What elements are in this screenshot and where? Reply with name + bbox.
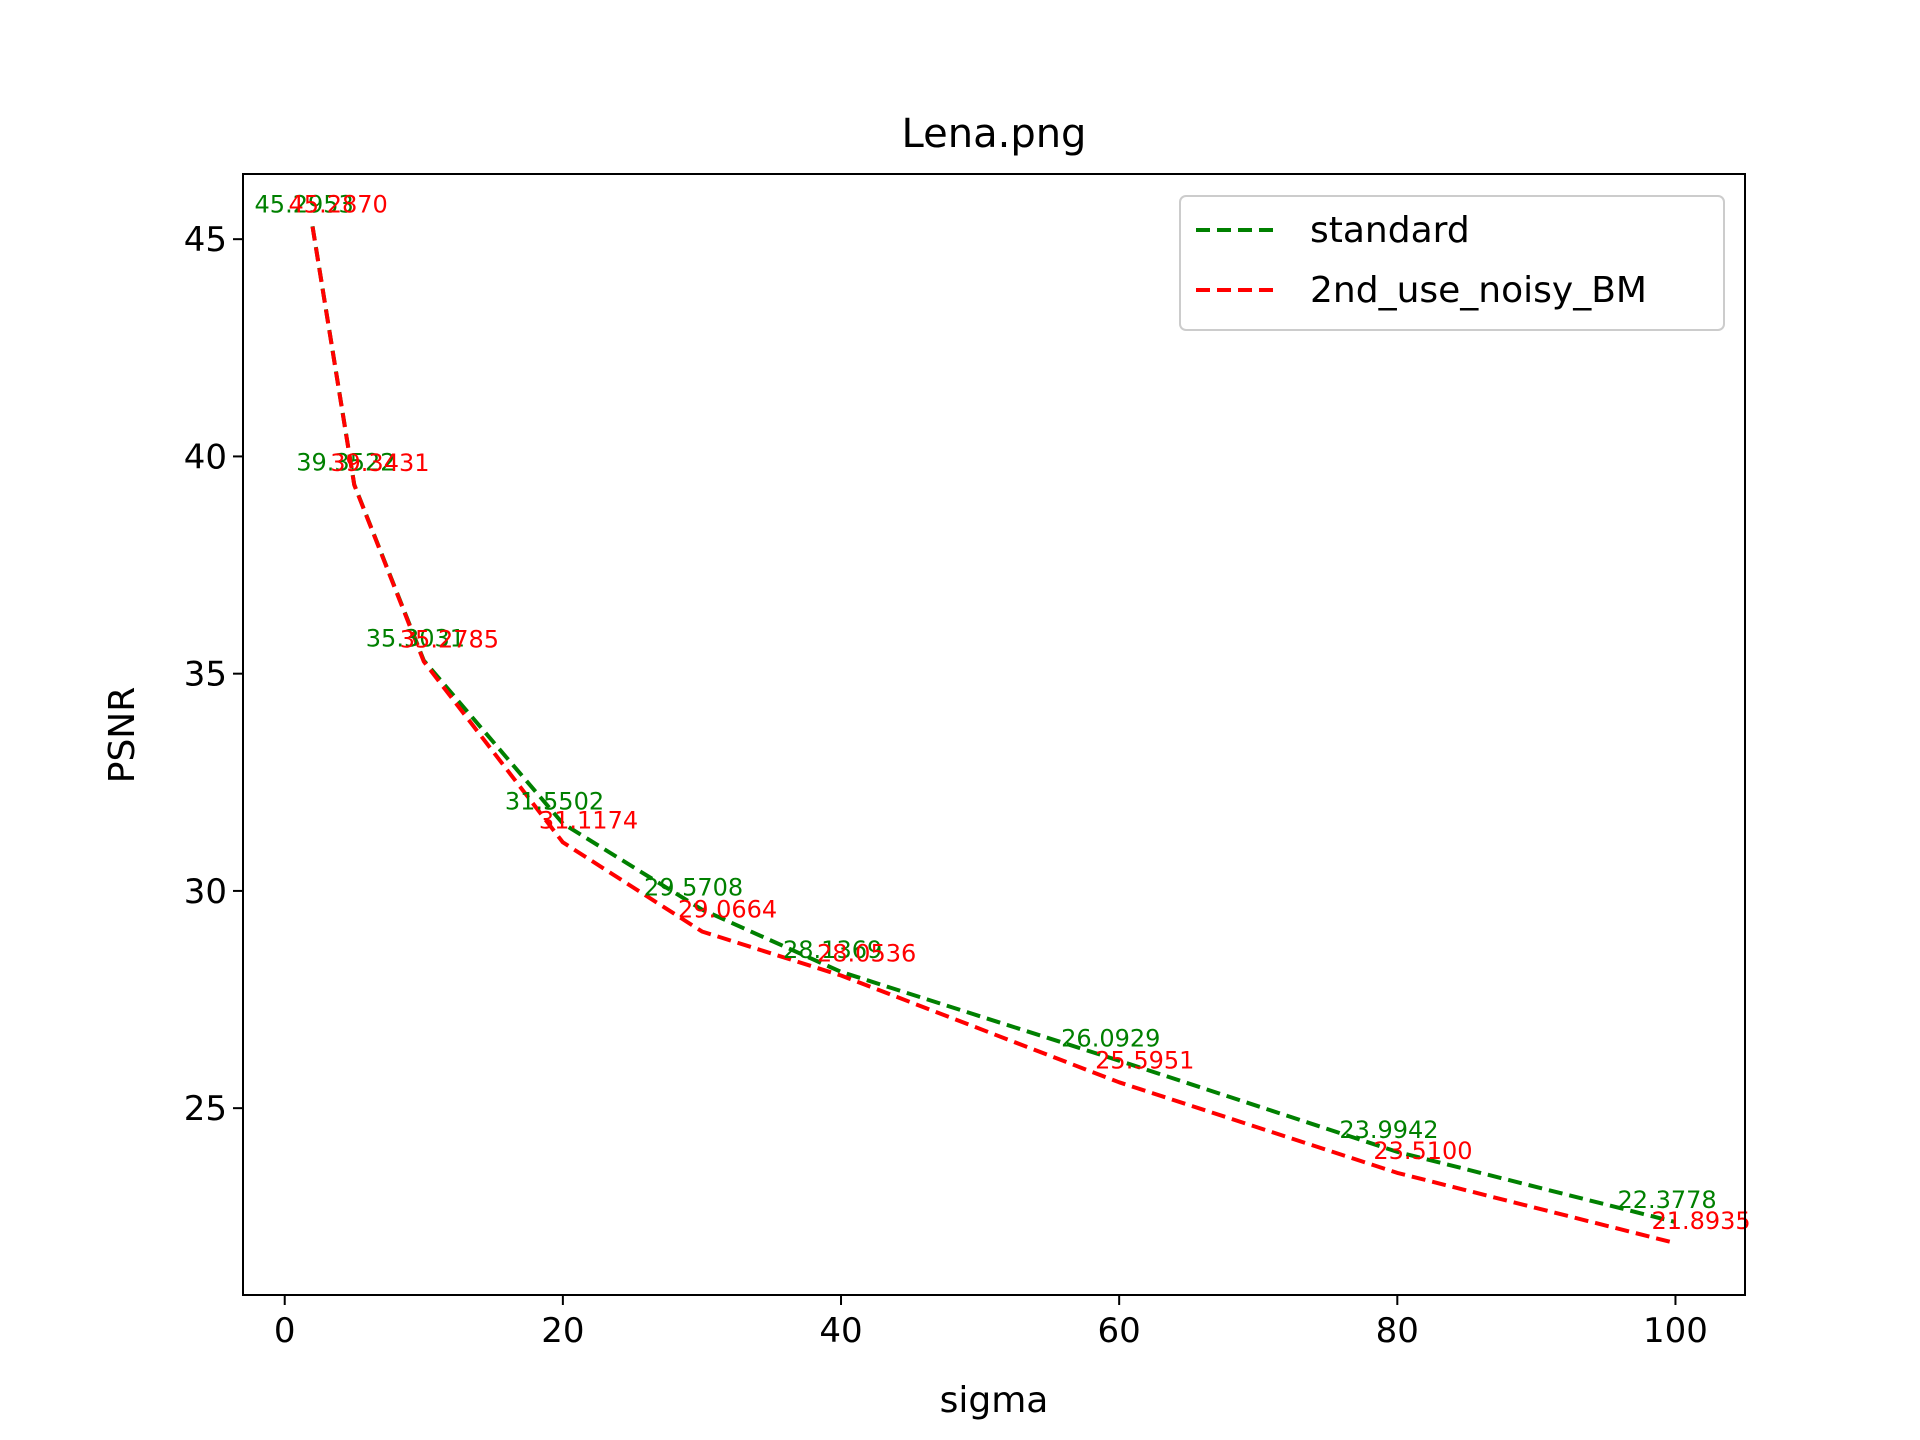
data-label-standard: 22.3778: [1617, 1186, 1716, 1214]
data-label-2nd-use-noisy-bm: 28.0536: [817, 939, 916, 967]
data-label-2nd-use-noisy-bm: 23.5100: [1373, 1137, 1472, 1165]
y-tick-label: 35: [184, 655, 227, 695]
data-label-standard: 26.0929: [1061, 1025, 1160, 1053]
x-tick-label: 60: [1098, 1311, 1141, 1351]
data-label-standard: 29.5708: [644, 874, 743, 902]
legend: standard 2nd_use_noisy_BM: [1179, 195, 1725, 331]
y-axis-title: PSNR: [102, 687, 143, 784]
data-label-standard: 39.3522: [296, 449, 395, 477]
x-tick-label: 80: [1376, 1311, 1419, 1351]
data-label-2nd-use-noisy-bm: 45.2870: [289, 191, 388, 219]
data-label-2nd-use-noisy-bm: 31.1174: [539, 806, 638, 834]
y-tick-label: 40: [184, 437, 227, 477]
series-line-2nd-use-noisy-bm: [310, 226, 1676, 1246]
axes: 0 20 40 60 80 100 25 30 35 40 45: [184, 220, 1708, 1351]
data-label-standard: 28.1369: [783, 936, 882, 964]
data-label-standard: 31.5502: [505, 788, 604, 816]
y-tick-label: 25: [184, 1089, 227, 1129]
legend-label: standard: [1310, 210, 1470, 251]
x-axis-title: sigma: [940, 1380, 1049, 1421]
data-label-2nd-use-noisy-bm: 25.5951: [1095, 1046, 1194, 1074]
y-tick-label: 30: [184, 872, 227, 912]
x-tick-label: 40: [819, 1311, 862, 1351]
plot-area: 45.2953 39.3522 35.3031 31.5502 29.5708 28.13…: [255, 190, 1751, 1246]
x-tick-label: 0: [274, 1311, 296, 1351]
y-tick-label: 45: [184, 220, 227, 260]
data-label-2nd-use-noisy-bm: 21.8935: [1651, 1207, 1750, 1235]
data-label-2nd-use-noisy-bm: 39.3431: [330, 449, 429, 477]
data-label-standard: 45.2953: [255, 190, 354, 218]
data-label-2nd-use-noisy-bm: 35.2785: [400, 626, 499, 654]
x-tick-label: 100: [1643, 1311, 1708, 1351]
legend-box: [1179, 195, 1725, 331]
legend-label: 2nd_use_noisy_BM: [1310, 270, 1647, 311]
axes-frame: [242, 173, 1746, 1296]
data-label-standard: 35.3031: [366, 625, 465, 653]
data-label-2nd-use-noisy-bm: 29.0664: [678, 895, 777, 923]
x-tick-label: 20: [541, 1311, 584, 1351]
data-label-standard: 23.9942: [1339, 1116, 1438, 1144]
chart-title: Lena.png: [902, 111, 1087, 157]
